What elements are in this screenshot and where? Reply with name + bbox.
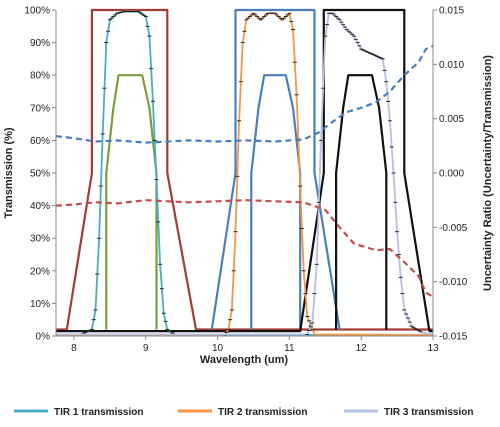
y2-tick-label: 0.005 (439, 114, 464, 125)
y2-tick-label: -0.010 (439, 277, 468, 288)
y-tick-label: 80% (30, 71, 50, 82)
axes (52, 9, 437, 340)
uncertainty-ratio-curves (55, 44, 434, 298)
legend-label-tir-1-transmission: TIR 1 transmission (54, 407, 143, 418)
x-tick-label: 9 (143, 343, 149, 354)
x-tick-label: 13 (427, 343, 439, 354)
y2-tick-label: 0.015 (439, 6, 464, 17)
x-tick-label: 10 (212, 343, 224, 354)
y-tick-label: 10% (30, 299, 50, 310)
x-tick-label: 11 (284, 343, 295, 354)
x-axis-title: Wavelength (um) (200, 354, 289, 366)
series-uncertainty-ratio-blue (55, 44, 434, 144)
series-uncertainty-ratio-red (55, 199, 434, 298)
x-tick-label: 12 (356, 343, 368, 354)
y2-tick-label: -0.015 (439, 332, 468, 343)
series-band-1-spectral-envelope (56, 8, 433, 331)
y-tick-label: 0% (36, 332, 51, 343)
y2-tick-label: -0.005 (439, 223, 468, 234)
y-tick-label: 70% (30, 103, 50, 114)
series-band-3-inner-envelope (335, 74, 388, 330)
plot-area (56, 10, 433, 336)
y-tick-label: 50% (30, 169, 50, 180)
y-tick-label: 40% (30, 201, 50, 212)
y-axis-title: Transmission (%) (3, 127, 15, 218)
y-tick-label: 30% (30, 234, 50, 245)
y2-tick-label: 0.010 (439, 60, 464, 71)
envelope-lines (56, 8, 433, 333)
legend-label-tir-2-transmission: TIR 2 transmission (218, 407, 307, 418)
y-tick-label: 90% (30, 38, 50, 49)
transmission-curves (56, 10, 434, 336)
y-tick-label: 60% (30, 136, 50, 147)
legend: TIR 1 transmission TIR 2 transmission TIR … (14, 407, 473, 418)
y-tick-label: 20% (30, 266, 50, 277)
legend-label-tir-3-transmission: TIR 3 transmission (384, 407, 473, 418)
tick-labels: 8 9 10 11 12 13 0% 10% 20% 30% 40% 50% 60% 70% 80% 90% 1… (24, 6, 467, 355)
x-tick-label: 8 (71, 343, 77, 354)
y2-tick-label: 0.000 (439, 169, 464, 180)
series-band-3-spectral-envelope (56, 8, 433, 333)
y2-axis-title: Uncertainty Ratio (Uncertainty/Transmiss… (482, 55, 494, 291)
y-tick-label: 100% (24, 6, 50, 17)
